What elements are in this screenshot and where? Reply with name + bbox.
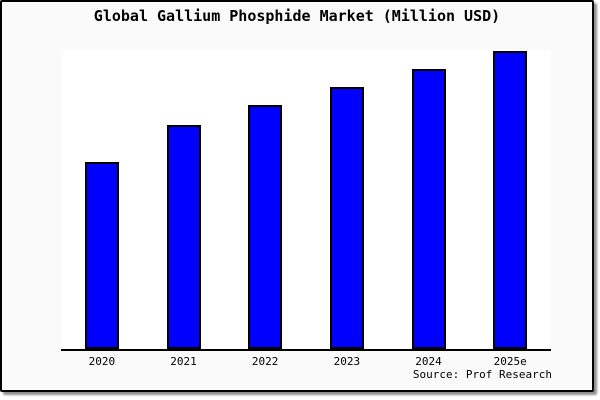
x-tick-label-2024: 2024: [415, 355, 442, 368]
bar-2024: [411, 69, 446, 349]
x-tick-label-2022: 2022: [251, 355, 279, 368]
source-label: Source: Prof Research: [412, 368, 552, 381]
x-tick-label-2023: 2023: [333, 355, 361, 368]
x-tick-label-2021: 2021: [170, 355, 197, 368]
bar-2023: [329, 87, 364, 349]
bar-2021: [166, 125, 201, 349]
chart-figure: Global Gallium Phosphide Market (Million…: [0, 0, 594, 392]
plot-area: [61, 50, 551, 351]
bar-2020: [84, 162, 119, 349]
x-axis-labels: 2020 2021 2022 2023 2024 2025e: [61, 355, 551, 369]
x-tick-label-2025e: 2025e: [493, 355, 527, 368]
bar-2025e: [493, 51, 528, 349]
x-tick-label-2020: 2020: [88, 355, 116, 368]
bar-2022: [248, 105, 283, 349]
chart-title: Global Gallium Phosphide Market (Million…: [93, 7, 501, 25]
